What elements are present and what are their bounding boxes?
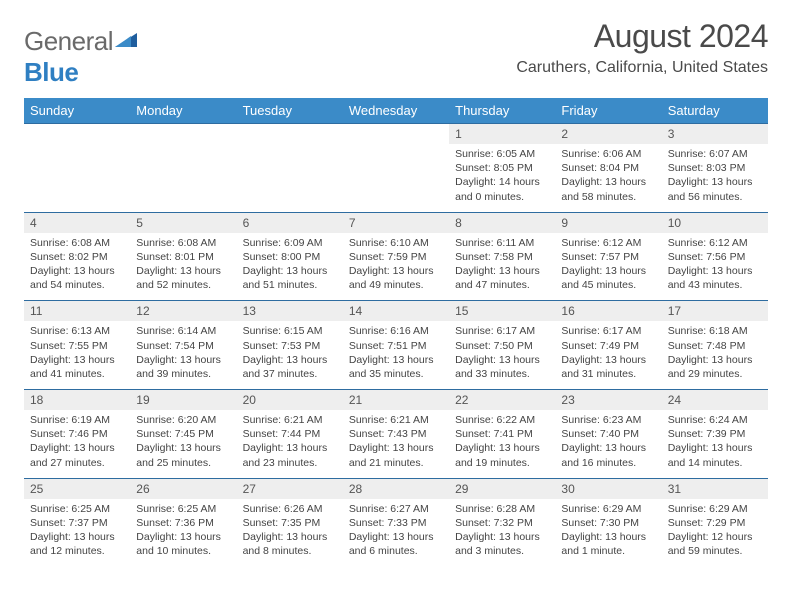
daynum-row: 25262728293031: [24, 478, 768, 499]
day-details-cell: Sunrise: 6:08 AMSunset: 8:01 PMDaylight:…: [130, 233, 236, 301]
day-details-cell: [237, 144, 343, 212]
day-details-cell: Sunrise: 6:08 AMSunset: 8:02 PMDaylight:…: [24, 233, 130, 301]
day-number-cell: 4: [24, 212, 130, 233]
day-details-cell: Sunrise: 6:18 AMSunset: 7:48 PMDaylight:…: [662, 321, 768, 389]
day-number-cell: 17: [662, 301, 768, 322]
day-details-cell: Sunrise: 6:27 AMSunset: 7:33 PMDaylight:…: [343, 499, 449, 567]
day-number-cell: 19: [130, 390, 236, 411]
day-number-cell: 16: [555, 301, 661, 322]
day-number-cell: 28: [343, 478, 449, 499]
dow-header: Thursday: [449, 98, 555, 124]
day-number-cell: 11: [24, 301, 130, 322]
day-number-cell: 7: [343, 212, 449, 233]
day-number-cell: 5: [130, 212, 236, 233]
day-number-cell: 15: [449, 301, 555, 322]
details-row: Sunrise: 6:13 AMSunset: 7:55 PMDaylight:…: [24, 321, 768, 389]
logo: General Blue: [24, 26, 141, 88]
day-details-cell: Sunrise: 6:29 AMSunset: 7:29 PMDaylight:…: [662, 499, 768, 567]
dow-header: Wednesday: [343, 98, 449, 124]
day-details-cell: [343, 144, 449, 212]
daynum-row: 11121314151617: [24, 301, 768, 322]
day-number-cell: 2: [555, 124, 661, 145]
dow-header: Monday: [130, 98, 236, 124]
day-details-cell: Sunrise: 6:17 AMSunset: 7:50 PMDaylight:…: [449, 321, 555, 389]
day-number-cell: 12: [130, 301, 236, 322]
day-details-cell: Sunrise: 6:26 AMSunset: 7:35 PMDaylight:…: [237, 499, 343, 567]
day-number-cell: 13: [237, 301, 343, 322]
day-number-cell: [130, 124, 236, 145]
day-number-cell: 9: [555, 212, 661, 233]
day-number-cell: 20: [237, 390, 343, 411]
day-number-cell: 25: [24, 478, 130, 499]
day-details-cell: Sunrise: 6:12 AMSunset: 7:56 PMDaylight:…: [662, 233, 768, 301]
day-number-cell: 22: [449, 390, 555, 411]
day-details-cell: Sunrise: 6:13 AMSunset: 7:55 PMDaylight:…: [24, 321, 130, 389]
title-block: August 2024 Caruthers, California, Unite…: [516, 18, 768, 77]
day-details-cell: Sunrise: 6:25 AMSunset: 7:36 PMDaylight:…: [130, 499, 236, 567]
day-details-cell: Sunrise: 6:21 AMSunset: 7:43 PMDaylight:…: [343, 410, 449, 478]
dow-header: Friday: [555, 98, 661, 124]
month-title: August 2024: [516, 18, 768, 55]
day-number-cell: 21: [343, 390, 449, 411]
location: Caruthers, California, United States: [516, 59, 768, 77]
daynum-row: 123: [24, 124, 768, 145]
day-number-cell: 6: [237, 212, 343, 233]
day-details-cell: Sunrise: 6:24 AMSunset: 7:39 PMDaylight:…: [662, 410, 768, 478]
details-row: Sunrise: 6:19 AMSunset: 7:46 PMDaylight:…: [24, 410, 768, 478]
day-number-cell: [237, 124, 343, 145]
dow-header: Sunday: [24, 98, 130, 124]
day-number-cell: 30: [555, 478, 661, 499]
logo-icon: [115, 26, 141, 56]
daynum-row: 45678910: [24, 212, 768, 233]
day-details-cell: [130, 144, 236, 212]
day-details-cell: Sunrise: 6:15 AMSunset: 7:53 PMDaylight:…: [237, 321, 343, 389]
day-number-cell: 1: [449, 124, 555, 145]
day-details-cell: Sunrise: 6:10 AMSunset: 7:59 PMDaylight:…: [343, 233, 449, 301]
day-number-cell: 14: [343, 301, 449, 322]
logo-text-general: General: [24, 26, 113, 56]
day-details-cell: Sunrise: 6:05 AMSunset: 8:05 PMDaylight:…: [449, 144, 555, 212]
day-details-cell: Sunrise: 6:22 AMSunset: 7:41 PMDaylight:…: [449, 410, 555, 478]
day-details-cell: Sunrise: 6:06 AMSunset: 8:04 PMDaylight:…: [555, 144, 661, 212]
day-details-cell: Sunrise: 6:21 AMSunset: 7:44 PMDaylight:…: [237, 410, 343, 478]
day-details-cell: Sunrise: 6:23 AMSunset: 7:40 PMDaylight:…: [555, 410, 661, 478]
day-details-cell: Sunrise: 6:09 AMSunset: 8:00 PMDaylight:…: [237, 233, 343, 301]
details-row: Sunrise: 6:08 AMSunset: 8:02 PMDaylight:…: [24, 233, 768, 301]
day-number-cell: [343, 124, 449, 145]
dow-row: SundayMondayTuesdayWednesdayThursdayFrid…: [24, 98, 768, 124]
calendar-table: SundayMondayTuesdayWednesdayThursdayFrid…: [24, 98, 768, 566]
day-details-cell: Sunrise: 6:16 AMSunset: 7:51 PMDaylight:…: [343, 321, 449, 389]
day-number-cell: 31: [662, 478, 768, 499]
day-details-cell: Sunrise: 6:20 AMSunset: 7:45 PMDaylight:…: [130, 410, 236, 478]
day-details-cell: Sunrise: 6:29 AMSunset: 7:30 PMDaylight:…: [555, 499, 661, 567]
daynum-row: 18192021222324: [24, 390, 768, 411]
day-details-cell: Sunrise: 6:12 AMSunset: 7:57 PMDaylight:…: [555, 233, 661, 301]
day-details-cell: [24, 144, 130, 212]
day-details-cell: Sunrise: 6:28 AMSunset: 7:32 PMDaylight:…: [449, 499, 555, 567]
day-number-cell: 29: [449, 478, 555, 499]
day-number-cell: 18: [24, 390, 130, 411]
day-number-cell: 10: [662, 212, 768, 233]
logo-text-blue: Blue: [24, 57, 78, 87]
day-number-cell: 8: [449, 212, 555, 233]
dow-header: Tuesday: [237, 98, 343, 124]
dow-header: Saturday: [662, 98, 768, 124]
day-number-cell: 27: [237, 478, 343, 499]
day-details-cell: Sunrise: 6:17 AMSunset: 7:49 PMDaylight:…: [555, 321, 661, 389]
details-row: Sunrise: 6:25 AMSunset: 7:37 PMDaylight:…: [24, 499, 768, 567]
day-details-cell: Sunrise: 6:07 AMSunset: 8:03 PMDaylight:…: [662, 144, 768, 212]
day-details-cell: Sunrise: 6:11 AMSunset: 7:58 PMDaylight:…: [449, 233, 555, 301]
details-row: Sunrise: 6:05 AMSunset: 8:05 PMDaylight:…: [24, 144, 768, 212]
day-details-cell: Sunrise: 6:14 AMSunset: 7:54 PMDaylight:…: [130, 321, 236, 389]
day-number-cell: 24: [662, 390, 768, 411]
day-number-cell: [24, 124, 130, 145]
day-details-cell: Sunrise: 6:25 AMSunset: 7:37 PMDaylight:…: [24, 499, 130, 567]
day-number-cell: 23: [555, 390, 661, 411]
header: General Blue August 2024 Caruthers, Cali…: [24, 18, 768, 88]
day-number-cell: 3: [662, 124, 768, 145]
day-number-cell: 26: [130, 478, 236, 499]
day-details-cell: Sunrise: 6:19 AMSunset: 7:46 PMDaylight:…: [24, 410, 130, 478]
